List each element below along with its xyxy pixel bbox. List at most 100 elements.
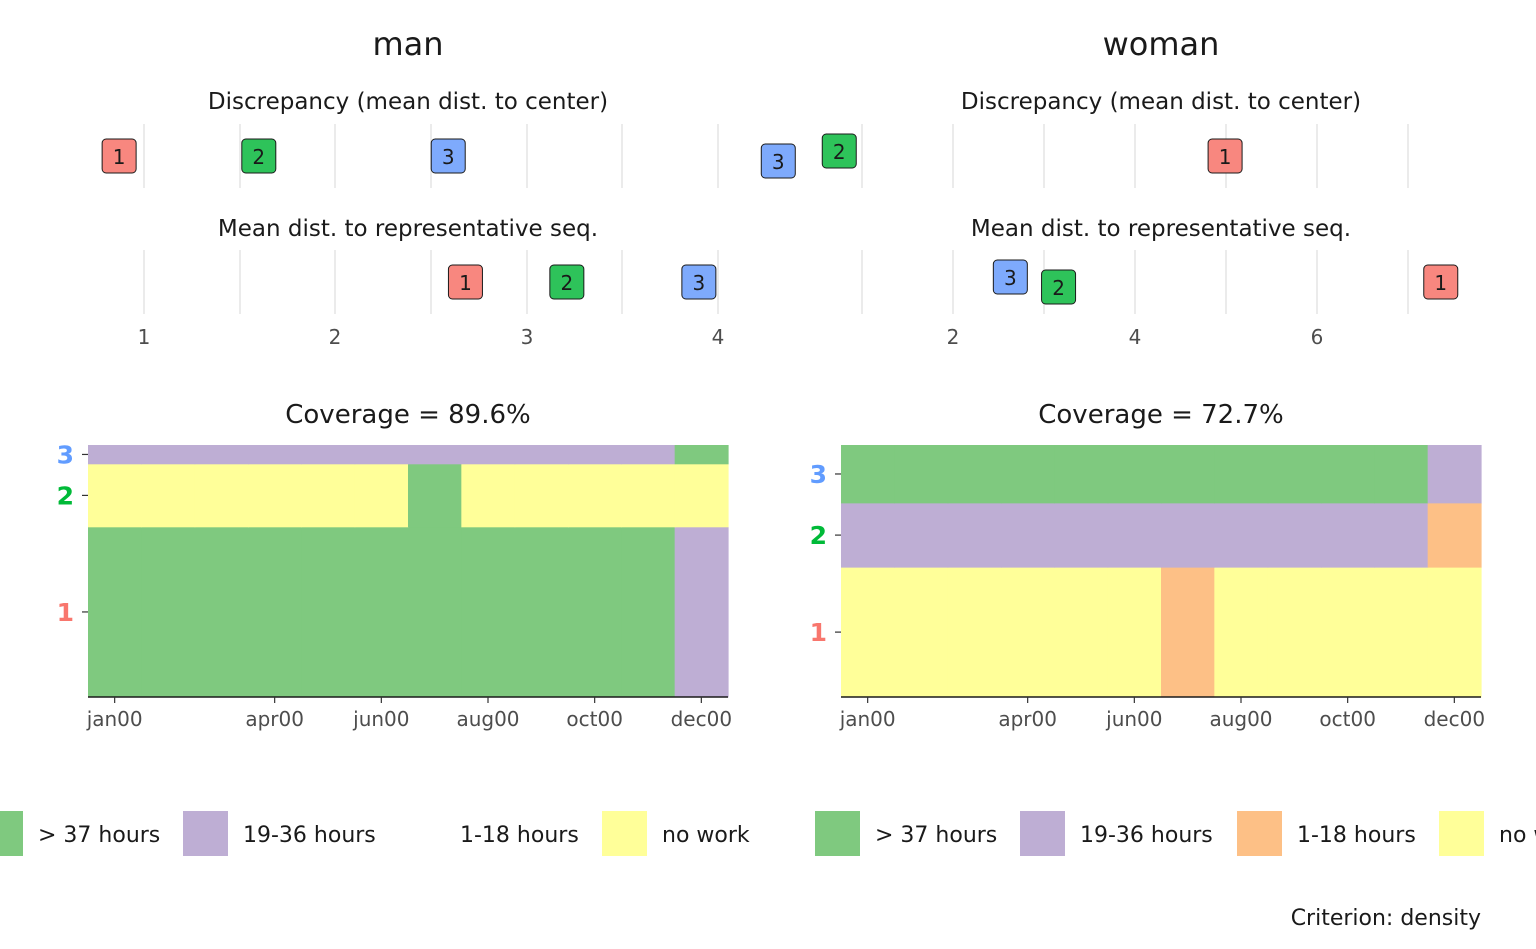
heat-cell — [141, 526, 196, 698]
y-tick-label-cluster-1: 1 — [810, 618, 827, 647]
heat-cell — [248, 463, 302, 528]
heat-cell — [408, 463, 462, 528]
heat-cell — [841, 502, 895, 568]
cluster-badge-box — [1423, 264, 1459, 300]
cluster-badge-label: 2 — [1052, 276, 1065, 300]
heat-cell — [568, 463, 622, 528]
heat-cell — [1107, 502, 1162, 568]
legend-label: 1-18 hours — [460, 823, 579, 848]
dot-axis-tick-label: 3 — [521, 325, 534, 349]
cluster-badge-box — [430, 138, 466, 174]
cluster-badge-1: 1 — [447, 264, 483, 300]
legend-swatch — [1237, 811, 1282, 856]
heat-cell — [1267, 567, 1322, 698]
heat-cell — [1214, 567, 1269, 698]
heat-cell — [894, 502, 949, 568]
heat-cell — [1214, 445, 1269, 504]
heat-cell — [88, 463, 142, 528]
legend-item: 19-36 hours — [1020, 811, 1213, 856]
cluster-badge-box — [101, 138, 137, 174]
man-dot-row-2: Mean dist. to representative seq. 1 2 3 — [143, 216, 719, 314]
heat-cell — [841, 567, 895, 698]
cluster-badge-label: 2 — [252, 145, 265, 169]
woman-dot-row-title: Mean dist. to representative seq. — [971, 216, 1351, 242]
cluster-badge-box — [760, 143, 796, 179]
y-tick-label-cluster-2: 2 — [810, 521, 827, 550]
heat-cell — [1161, 502, 1215, 568]
x-tick-label: apr00 — [245, 707, 304, 731]
y-tick-label-cluster-2: 2 — [57, 481, 74, 510]
heat-cell — [194, 463, 249, 528]
heat-cell — [408, 445, 462, 465]
x-tick-label: apr00 — [998, 707, 1057, 731]
heat-cell — [1107, 567, 1162, 698]
heat-cell — [514, 463, 569, 528]
x-tick-label: jun00 — [352, 707, 409, 731]
woman-panel: woman Discrepancy (mean dist. to center) 3… — [760, 25, 1485, 731]
legend-label: 1-18 hours — [1297, 823, 1416, 848]
cluster-badge-box — [447, 264, 483, 300]
woman-dot-row-1: Discrepancy (mean dist. to center) 3 2 1 — [760, 89, 1409, 188]
legend-swatch — [815, 811, 860, 856]
heat-cell — [894, 445, 949, 504]
woman-legend: > 37 hours 19-36 hours 1-18 hours no work — [815, 811, 1536, 856]
man-panel: man Discrepancy (mean dist. to center) 1 2 3… — [57, 25, 732, 731]
legend-label: > 37 hours — [38, 823, 160, 848]
heat-cell — [461, 463, 516, 528]
heat-cell — [947, 445, 1002, 504]
heat-cell — [1267, 502, 1322, 568]
heat-cell — [1054, 445, 1109, 504]
cluster-badge-box — [1207, 138, 1243, 174]
cluster-badge-3: 3 — [992, 259, 1028, 295]
y-tick-label-cluster-3: 3 — [57, 440, 74, 469]
legend-item: 19-36 hours — [183, 811, 376, 856]
x-tick-label: aug00 — [456, 707, 519, 731]
cluster-badge-label: 1 — [459, 271, 472, 295]
heat-cell — [514, 526, 569, 698]
cluster-badge-box — [821, 133, 857, 169]
cluster-badge-1: 1 — [101, 138, 137, 174]
x-tick-label: jan00 — [839, 707, 896, 731]
x-tick-label: jan00 — [86, 707, 143, 731]
heat-cell — [1214, 502, 1269, 568]
cluster-badge-label: 3 — [772, 150, 785, 174]
cluster-badge-label: 1 — [1219, 145, 1232, 169]
woman-panel-title: woman — [1103, 25, 1220, 63]
heat-cell — [841, 445, 895, 504]
cluster-badge-box — [1041, 269, 1077, 305]
heat-cell — [514, 445, 569, 465]
heat-cell — [354, 445, 409, 465]
heat-cell — [1001, 567, 1055, 698]
x-tick-label: oct00 — [566, 707, 623, 731]
woman-heatmap: Coverage = 72.7% jan00 apr00 jun00 aug00 oct0… — [810, 400, 1485, 731]
heat-cell — [1427, 502, 1482, 568]
legend-label: > 37 hours — [875, 823, 997, 848]
legend-item: > 37 hours — [815, 811, 997, 856]
heat-cell — [248, 526, 302, 698]
heat-cell — [1267, 445, 1322, 504]
heat-cell — [301, 463, 356, 528]
woman-dot-row-title: Discrepancy (mean dist. to center) — [961, 89, 1361, 115]
cluster-badge-box — [241, 138, 277, 174]
heat-cell — [1374, 445, 1429, 504]
heat-cell — [354, 463, 409, 528]
x-tick-label: oct00 — [1319, 707, 1376, 731]
woman-dot-row-2: Mean dist. to representative seq. 3 2 1 — [861, 216, 1459, 314]
cluster-badge-2: 2 — [1041, 269, 1077, 305]
heat-cell — [947, 502, 1002, 568]
heat-cell — [1161, 567, 1215, 698]
heat-cell — [194, 526, 249, 698]
heat-cell — [1321, 502, 1375, 568]
heat-cell — [1427, 445, 1482, 504]
heat-cell — [1427, 567, 1482, 698]
cluster-badge-label: 3 — [692, 271, 705, 295]
heat-cell — [568, 526, 622, 698]
heat-cell — [1374, 502, 1429, 568]
man-legend: > 37 hours 19-36 hours 1-18 hours no work — [0, 811, 750, 856]
heat-cell — [621, 445, 676, 465]
cluster-badge-2: 2 — [549, 264, 585, 300]
legend-item: no work — [1439, 811, 1536, 856]
heat-cell — [88, 526, 142, 698]
heat-cell — [461, 445, 516, 465]
